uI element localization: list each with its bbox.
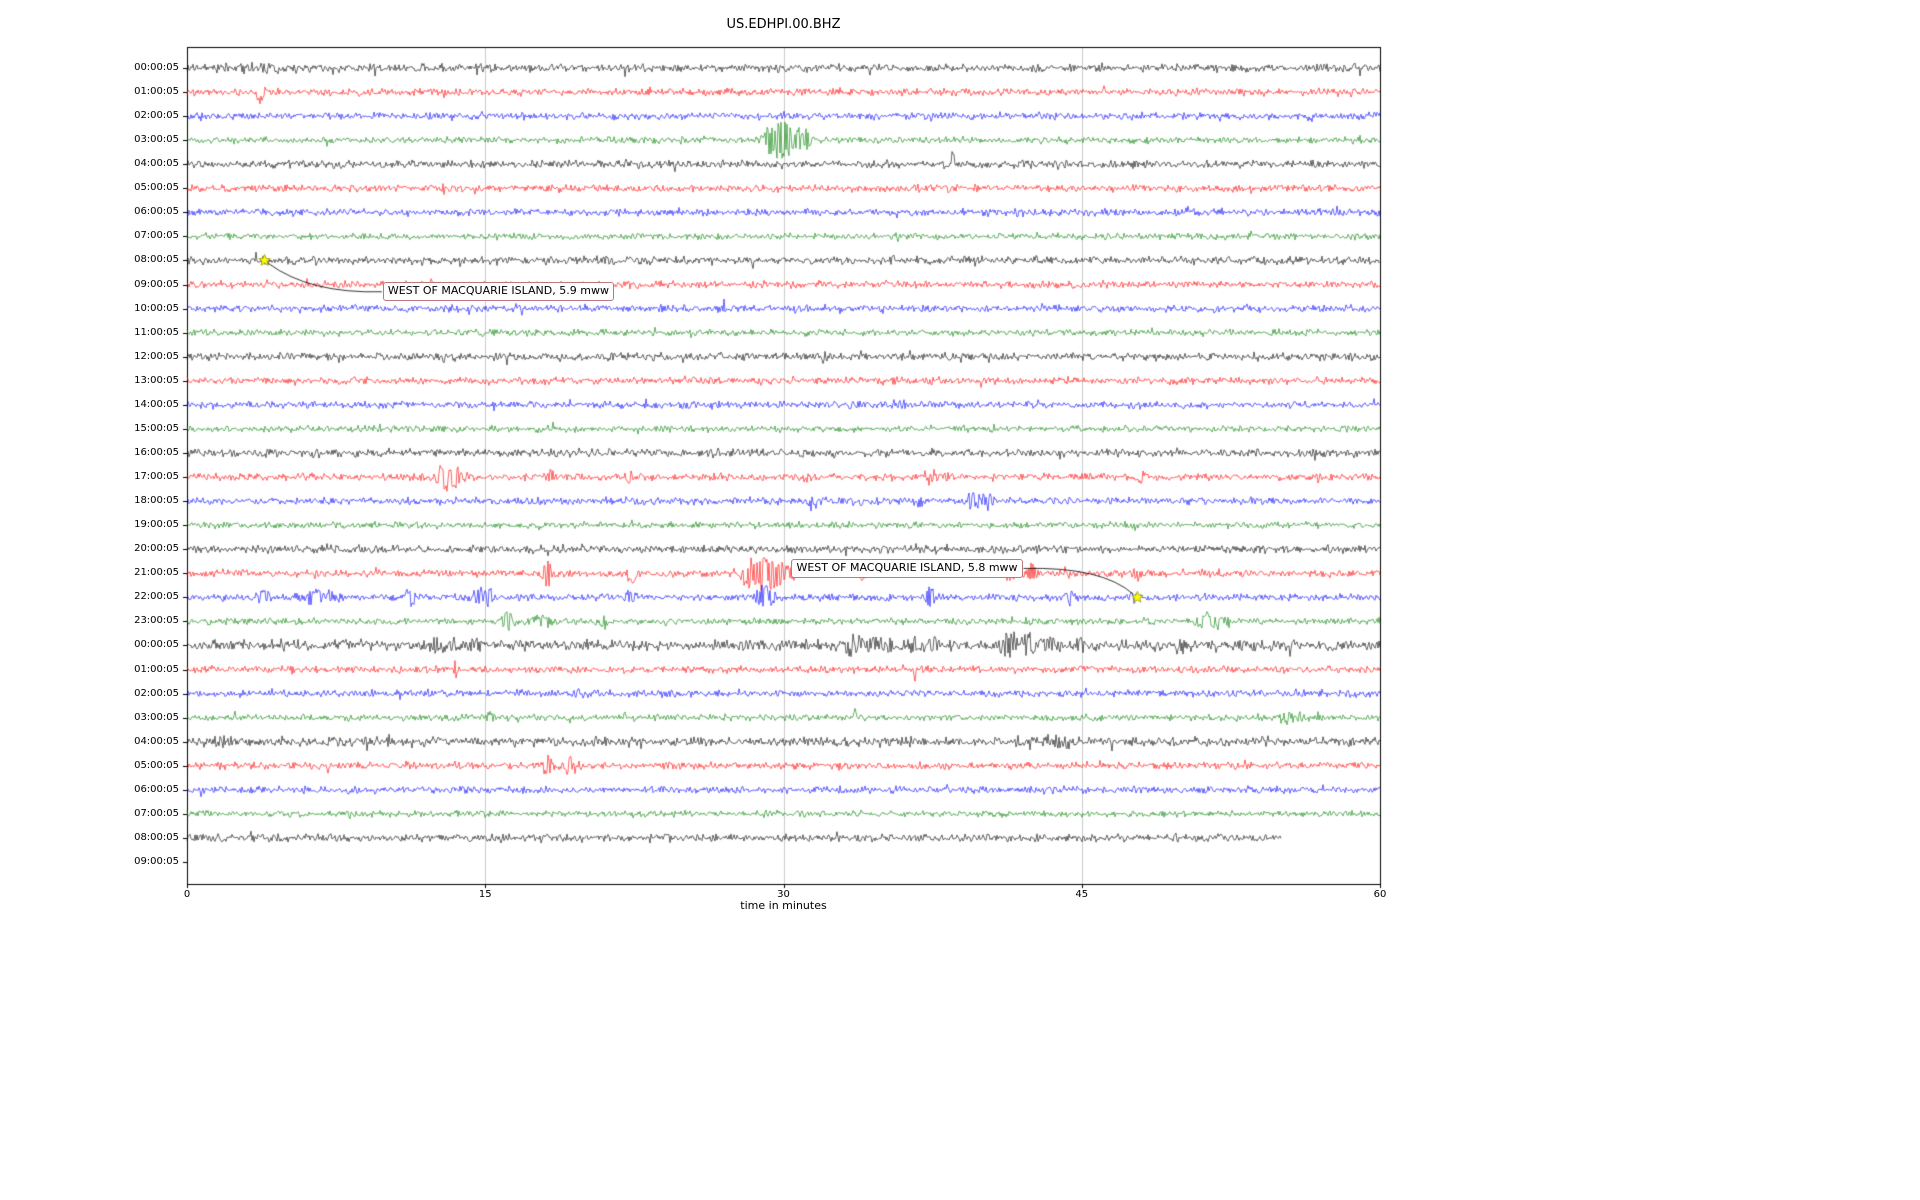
row-label: 05:00:05 — [134, 182, 179, 194]
row-label: 08:00:05 — [134, 831, 179, 843]
row-label: 08:00:05 — [134, 254, 179, 266]
event-annotation-2: WEST OF MACQUARIE ISLAND, 5.8 mww — [791, 558, 1023, 578]
row-label: 04:00:05 — [134, 158, 179, 170]
row-label: 07:00:05 — [134, 230, 179, 242]
x-tick-label: 0 — [183, 889, 191, 900]
row-label: 14:00:05 — [134, 398, 179, 410]
row-label: 18:00:05 — [134, 495, 179, 507]
row-label: 11:00:05 — [134, 326, 179, 338]
row-label: 03:00:05 — [134, 711, 179, 723]
row-label: 15:00:05 — [134, 422, 179, 434]
row-label: 02:00:05 — [134, 687, 179, 699]
row-label: 05:00:05 — [134, 759, 179, 771]
row-label: 17:00:05 — [134, 471, 179, 483]
row-label: 16:00:05 — [134, 446, 179, 458]
x-tick-label: 15 — [478, 889, 492, 900]
event-annotation-1: WEST OF MACQUARIE ISLAND, 5.9 mww — [382, 282, 614, 302]
row-label: 07:00:05 — [134, 807, 179, 819]
row-label: 21:00:05 — [134, 567, 179, 579]
x-tick-label: 60 — [1373, 889, 1387, 900]
row-label: 06:00:05 — [134, 206, 179, 218]
x-tick-label: 45 — [1075, 889, 1089, 900]
row-label: 01:00:05 — [134, 663, 179, 675]
row-label: 22:00:05 — [134, 591, 179, 603]
row-label: 12:00:05 — [134, 350, 179, 362]
row-label: 10:00:05 — [134, 302, 179, 314]
row-label: 09:00:05 — [134, 278, 179, 290]
row-label: 03:00:05 — [134, 134, 179, 146]
row-label: 00:00:05 — [134, 62, 179, 73]
plot-title: US.EDHPI.00.BHZ — [726, 17, 841, 32]
row-label: 09:00:05 — [134, 855, 179, 867]
row-label: 01:00:05 — [134, 86, 179, 98]
row-label: 06:00:05 — [134, 783, 179, 795]
row-label: 04:00:05 — [134, 735, 179, 747]
x-axis-label: time in minutes — [740, 899, 827, 912]
row-label: 02:00:05 — [134, 110, 179, 122]
row-label: 23:00:05 — [134, 615, 179, 627]
row-label: 00:00:05 — [134, 639, 179, 651]
row-label: 13:00:05 — [134, 374, 179, 386]
x-tick-label: 30 — [777, 889, 790, 900]
row-label: 19:00:05 — [134, 519, 179, 531]
row-label: 20:00:05 — [134, 543, 179, 555]
